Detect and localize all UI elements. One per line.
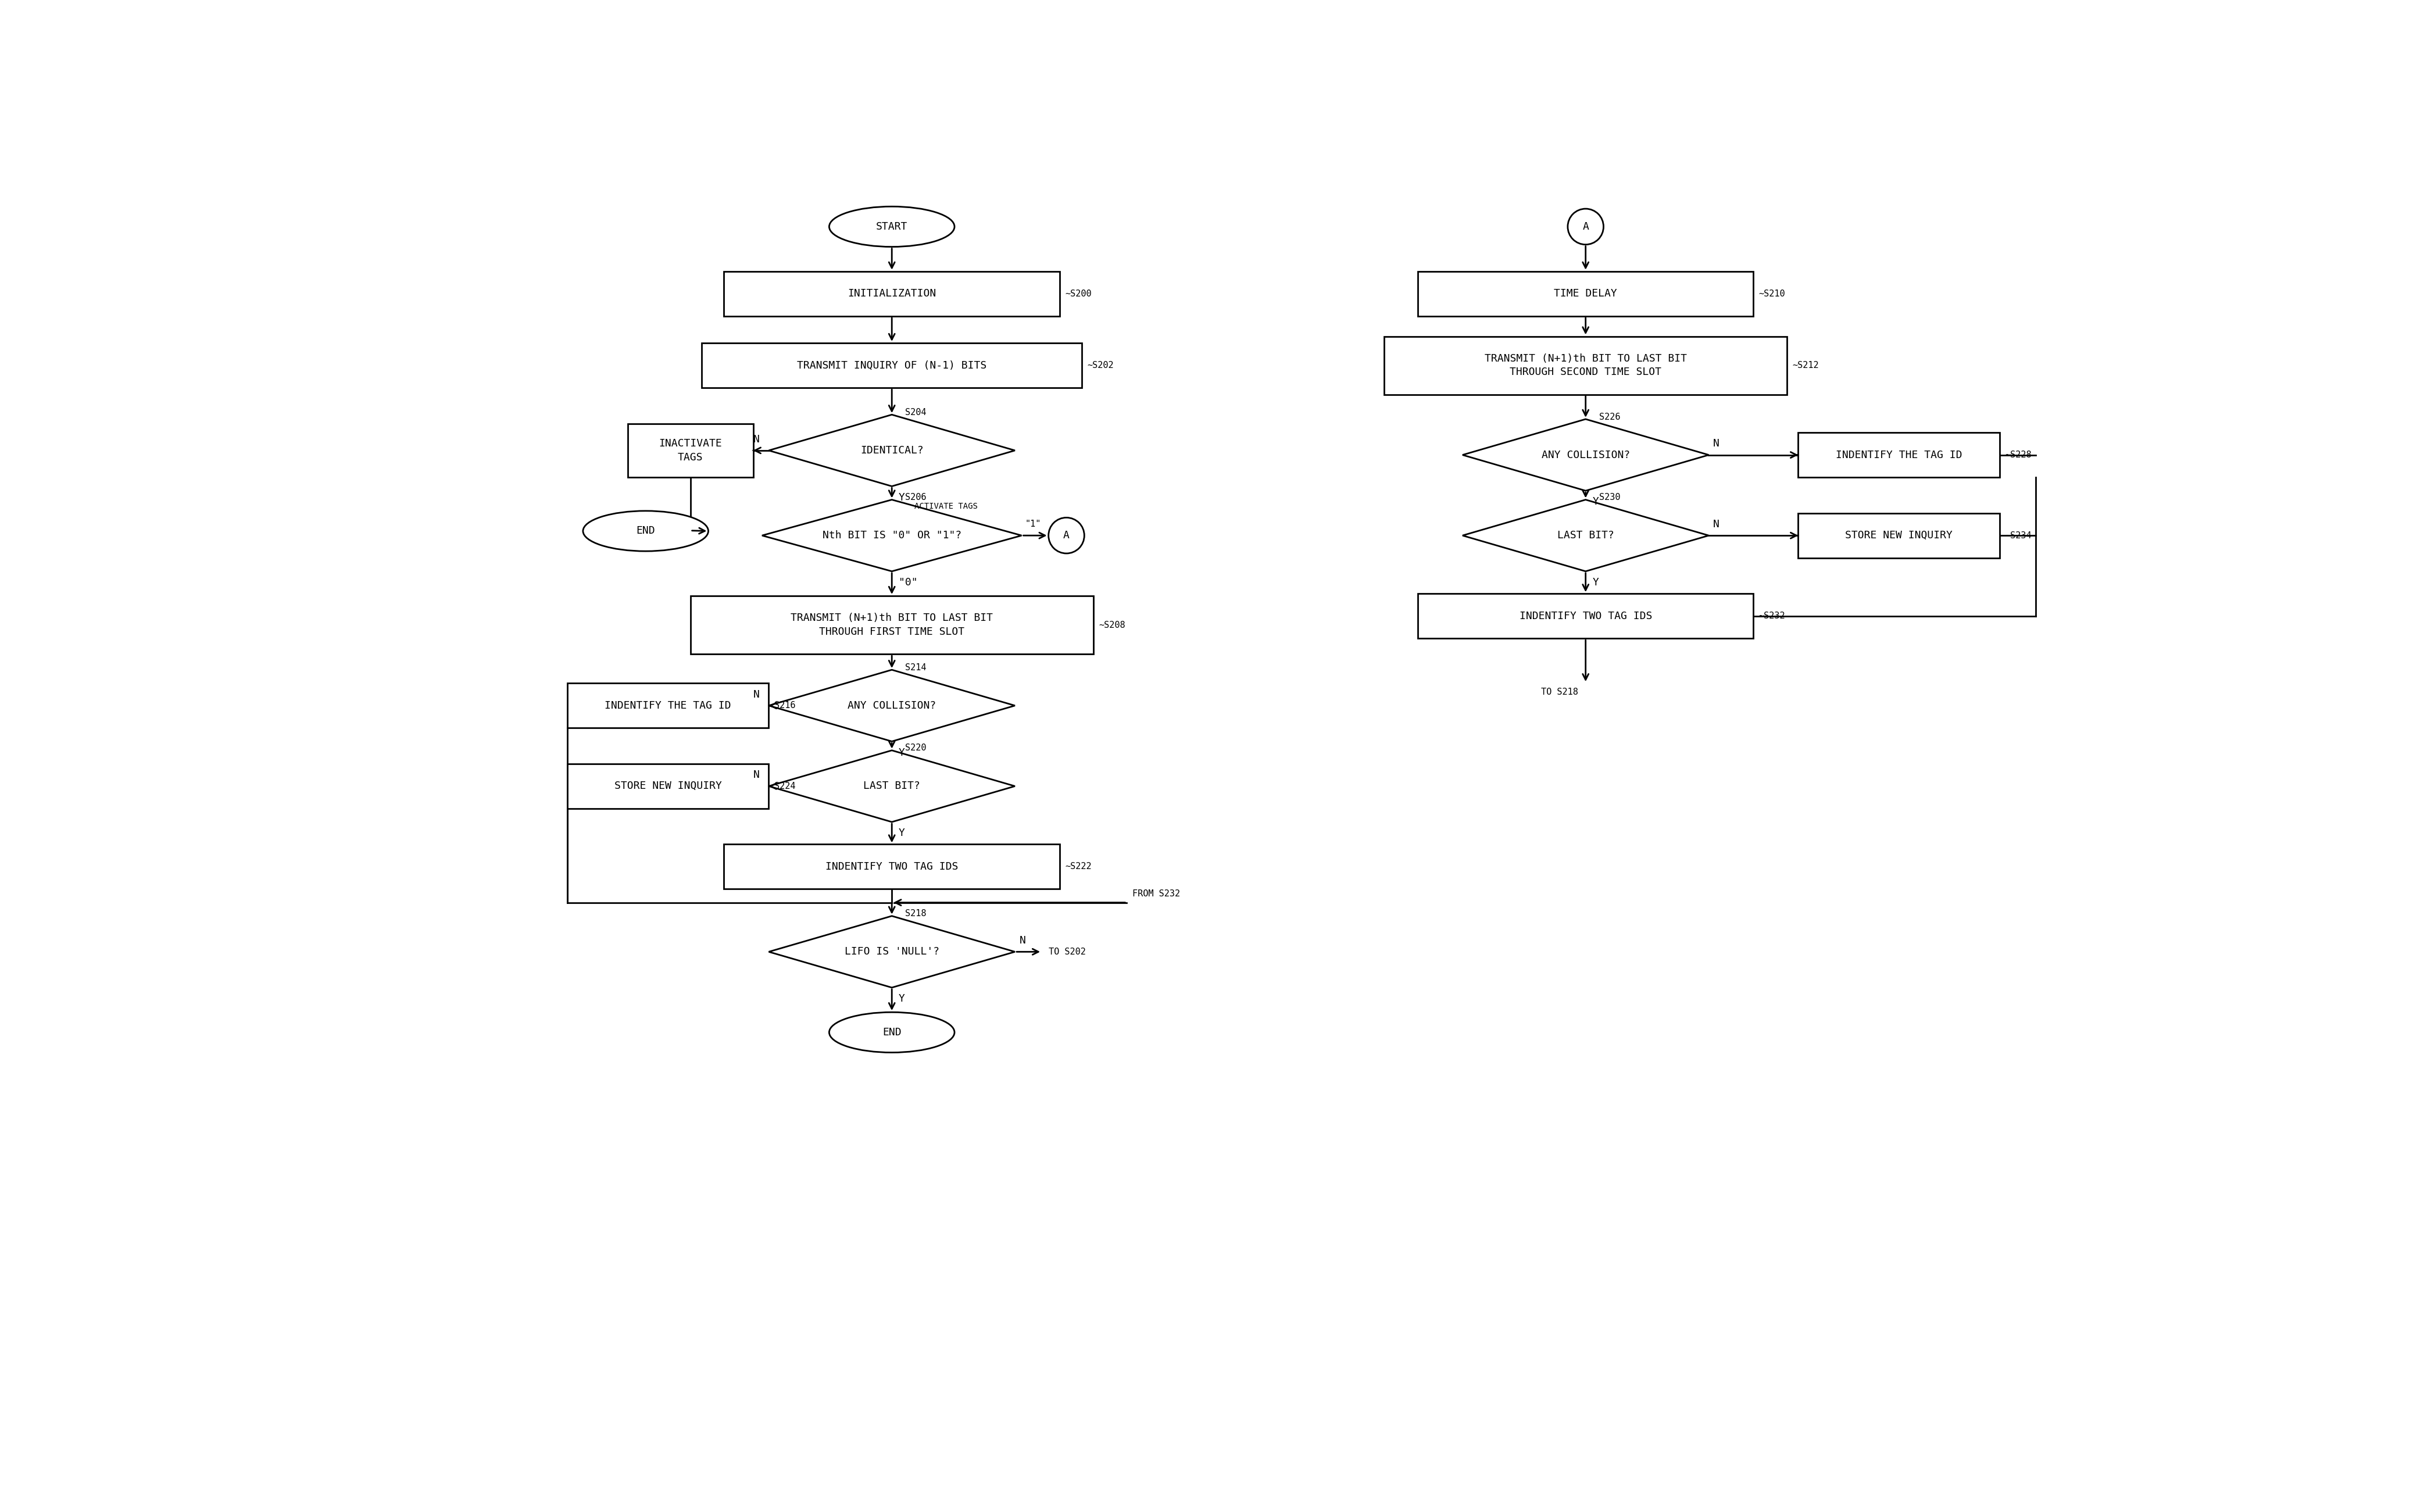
Text: TRANSMIT (N+1)th BIT TO LAST BIT
THROUGH SECOND TIME SLOT: TRANSMIT (N+1)th BIT TO LAST BIT THROUGH…: [1485, 354, 1687, 378]
Text: TRANSMIT INQUIRY OF (N-1) BITS: TRANSMIT INQUIRY OF (N-1) BITS: [797, 360, 987, 370]
Text: A: A: [1583, 221, 1590, 231]
Text: TRANSMIT (N+1)th BIT TO LAST BIT
THROUGH FIRST TIME SLOT: TRANSMIT (N+1)th BIT TO LAST BIT THROUGH…: [790, 612, 992, 637]
Text: Y: Y: [1592, 578, 1600, 588]
Text: ANY COLLISION?: ANY COLLISION?: [848, 700, 936, 711]
Text: Y: Y: [899, 493, 904, 502]
Text: S216: S216: [773, 702, 795, 711]
Text: ~S208: ~S208: [1099, 620, 1126, 629]
Polygon shape: [768, 750, 1014, 823]
Text: TIME DELAY: TIME DELAY: [1553, 289, 1617, 299]
Text: S214: S214: [904, 664, 926, 671]
FancyBboxPatch shape: [566, 683, 768, 727]
FancyBboxPatch shape: [1417, 272, 1753, 316]
Polygon shape: [768, 916, 1014, 987]
Ellipse shape: [829, 207, 955, 246]
FancyBboxPatch shape: [724, 272, 1060, 316]
Text: A: A: [1062, 531, 1070, 541]
Text: END: END: [637, 526, 654, 537]
FancyBboxPatch shape: [566, 764, 768, 809]
Polygon shape: [768, 670, 1014, 741]
Ellipse shape: [829, 1012, 955, 1052]
Polygon shape: [761, 499, 1021, 572]
Text: FROM S232: FROM S232: [1133, 889, 1179, 898]
FancyBboxPatch shape: [1799, 432, 2001, 478]
Text: Y: Y: [1592, 497, 1600, 507]
Text: TO S218: TO S218: [1541, 688, 1578, 697]
Ellipse shape: [1568, 209, 1604, 245]
Text: LAST BIT?: LAST BIT?: [863, 780, 921, 791]
Text: INDENTIFY THE TAG ID: INDENTIFY THE TAG ID: [1835, 449, 1962, 460]
Polygon shape: [768, 414, 1014, 487]
Text: ~S222: ~S222: [1065, 862, 1092, 871]
FancyBboxPatch shape: [627, 423, 754, 478]
Text: N: N: [1714, 519, 1719, 529]
Text: S224: S224: [773, 782, 795, 791]
Text: ~S210: ~S210: [1760, 289, 1784, 298]
Text: Y: Y: [899, 993, 904, 1004]
Text: ~S202: ~S202: [1087, 361, 1113, 370]
Text: S226: S226: [1600, 413, 1621, 422]
Text: LAST BIT?: LAST BIT?: [1558, 531, 1614, 541]
Text: S204: S204: [904, 408, 926, 417]
Text: END: END: [882, 1027, 902, 1037]
Text: ~S200: ~S200: [1065, 289, 1092, 298]
Text: S230: S230: [1600, 493, 1621, 502]
Text: ~S232: ~S232: [1760, 612, 1784, 620]
FancyBboxPatch shape: [690, 596, 1094, 655]
Text: ANY COLLISION?: ANY COLLISION?: [1541, 449, 1629, 460]
Text: N: N: [754, 770, 758, 780]
Text: N: N: [1019, 936, 1026, 947]
Text: S218: S218: [904, 909, 926, 918]
FancyBboxPatch shape: [1417, 594, 1753, 638]
Text: INDENTIFY THE TAG ID: INDENTIFY THE TAG ID: [605, 700, 732, 711]
Text: ~S212: ~S212: [1792, 361, 1818, 370]
FancyBboxPatch shape: [703, 343, 1082, 387]
Text: LIFO IS 'NULL'?: LIFO IS 'NULL'?: [844, 947, 938, 957]
Text: IDENTICAL?: IDENTICAL?: [861, 445, 924, 455]
Text: ~S234: ~S234: [2006, 531, 2032, 540]
Text: Y: Y: [899, 829, 904, 838]
Text: "0": "0": [899, 578, 916, 588]
Text: ACTIVATE TAGS: ACTIVATE TAGS: [914, 502, 977, 511]
Polygon shape: [1463, 499, 1709, 572]
Text: INDENTIFY TWO TAG IDS: INDENTIFY TWO TAG IDS: [1519, 611, 1653, 621]
FancyBboxPatch shape: [1383, 336, 1787, 395]
Text: ~S228: ~S228: [2006, 451, 2032, 460]
Text: Y: Y: [899, 747, 904, 758]
Ellipse shape: [583, 511, 707, 552]
Text: TO S202: TO S202: [1048, 948, 1087, 956]
Text: S220: S220: [904, 744, 926, 753]
Ellipse shape: [1048, 517, 1084, 553]
Text: "1": "1": [1026, 520, 1040, 529]
Text: INDENTIFY TWO TAG IDS: INDENTIFY TWO TAG IDS: [827, 862, 958, 872]
Text: STORE NEW INQUIRY: STORE NEW INQUIRY: [615, 780, 722, 791]
Polygon shape: [1463, 419, 1709, 491]
Text: N: N: [754, 689, 758, 700]
FancyBboxPatch shape: [724, 844, 1060, 889]
Text: START: START: [875, 221, 907, 231]
Text: N: N: [754, 434, 758, 445]
Text: STORE NEW INQUIRY: STORE NEW INQUIRY: [1845, 531, 1952, 541]
Text: INITIALIZATION: INITIALIZATION: [848, 289, 936, 299]
Text: S206: S206: [904, 493, 926, 502]
Text: N: N: [1714, 438, 1719, 449]
Text: Nth BIT IS "0" OR "1"?: Nth BIT IS "0" OR "1"?: [822, 531, 960, 541]
FancyBboxPatch shape: [1799, 513, 2001, 558]
Text: INACTIVATE
TAGS: INACTIVATE TAGS: [659, 438, 722, 463]
